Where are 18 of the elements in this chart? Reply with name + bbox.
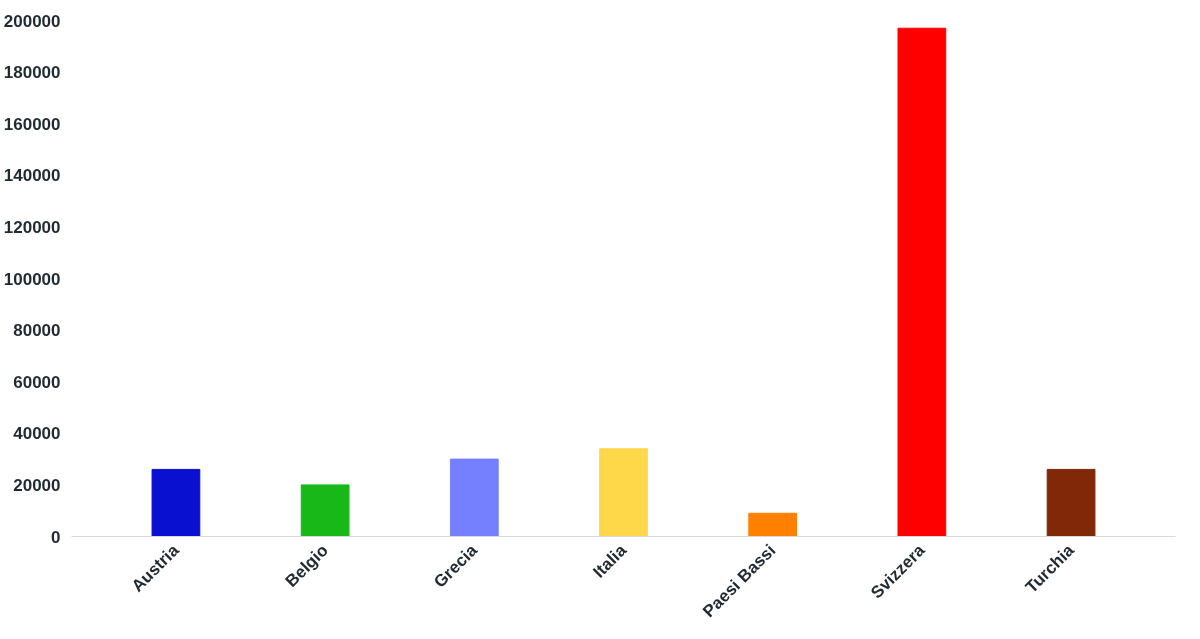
y-tick-label: 200000 [3, 11, 61, 31]
y-tick-label: 40000 [13, 424, 61, 444]
bar [599, 448, 648, 537]
y-tick-label: 140000 [3, 166, 61, 186]
y-tick-label: 160000 [3, 114, 61, 134]
bar [151, 468, 201, 537]
y-tick-label: 120000 [3, 217, 61, 237]
y-tick-label: 20000 [13, 475, 61, 495]
bar [300, 484, 350, 537]
y-tick-label: 60000 [13, 372, 61, 392]
bar [897, 27, 947, 537]
y-tick-label: 0 [51, 527, 61, 547]
bar [748, 512, 798, 537]
bar [1046, 468, 1096, 537]
y-tick-label: 80000 [13, 321, 61, 341]
y-tick-label: 180000 [3, 63, 61, 83]
bar [449, 458, 499, 537]
y-tick-label: 100000 [3, 269, 61, 289]
